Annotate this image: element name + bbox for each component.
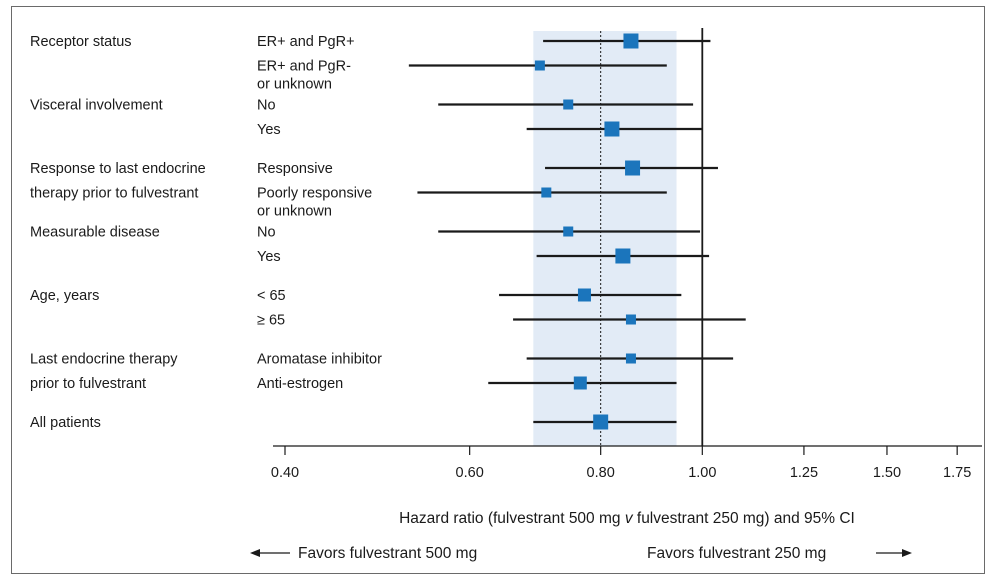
x-axis-title: Hazard ratio (fulvestrant 500 mg v fulve… bbox=[399, 510, 855, 527]
hr-marker bbox=[625, 314, 636, 325]
group-label: Receptor status bbox=[30, 34, 132, 50]
hr-marker bbox=[563, 226, 574, 237]
group-label: Age, years bbox=[30, 288, 99, 304]
subgroup-label: Responsive bbox=[257, 161, 333, 177]
hr-marker bbox=[593, 414, 609, 430]
subgroup-label: ≥ 65 bbox=[257, 313, 285, 329]
group-label: therapy prior to fulvestrant bbox=[30, 186, 198, 202]
favors-left-label: Favors fulvestrant 500 mg bbox=[298, 545, 477, 562]
hr-marker bbox=[623, 33, 639, 49]
subgroup-label: No bbox=[257, 225, 276, 241]
x-tick-label: 0.80 bbox=[587, 465, 615, 481]
group-label: All patients bbox=[30, 415, 101, 431]
subgroup-label: or unknown bbox=[257, 77, 332, 93]
x-tick-label: 1.25 bbox=[790, 465, 818, 481]
subgroup-label: ER+ and PgR- bbox=[257, 59, 351, 75]
subgroup-label: Poorly responsive bbox=[257, 186, 372, 202]
subgroup-label: No bbox=[257, 98, 276, 114]
group-label: Last endocrine therapy bbox=[30, 352, 178, 368]
hr-marker bbox=[577, 288, 591, 302]
group-label: prior to fulvestrant bbox=[30, 376, 146, 392]
hr-marker bbox=[563, 99, 574, 110]
subgroup-label: Aromatase inhibitor bbox=[257, 352, 382, 368]
favors-left-arrowhead bbox=[250, 549, 260, 557]
group-label: Response to last endocrine bbox=[30, 161, 206, 177]
favors-right-label: Favors fulvestrant 250 mg bbox=[647, 545, 826, 562]
subgroup-label: Yes bbox=[257, 249, 281, 265]
subgroup-label: ER+ and PgR+ bbox=[257, 34, 355, 50]
ci-band-overall bbox=[533, 31, 677, 446]
x-tick-label: 0.40 bbox=[271, 465, 299, 481]
favors-right-arrowhead bbox=[902, 549, 912, 557]
subgroup-label: Yes bbox=[257, 122, 281, 138]
group-label: Visceral involvement bbox=[30, 98, 163, 114]
hr-marker bbox=[615, 248, 631, 264]
x-tick-label: 1.00 bbox=[688, 465, 716, 481]
subgroup-label: < 65 bbox=[257, 288, 286, 304]
subgroup-label: Anti-estrogen bbox=[257, 376, 343, 392]
x-tick-label: 1.50 bbox=[873, 465, 901, 481]
hr-marker bbox=[604, 121, 620, 137]
hr-marker bbox=[534, 60, 545, 71]
hr-marker bbox=[541, 187, 552, 198]
figure-frame bbox=[11, 6, 985, 574]
hr-marker bbox=[625, 160, 641, 176]
hr-marker bbox=[625, 353, 636, 364]
hr-marker bbox=[573, 376, 587, 390]
subgroup-label: or unknown bbox=[257, 204, 332, 220]
group-label: Measurable disease bbox=[30, 225, 160, 241]
x-tick-label: 0.60 bbox=[456, 465, 484, 481]
x-tick-label: 1.75 bbox=[943, 465, 971, 481]
